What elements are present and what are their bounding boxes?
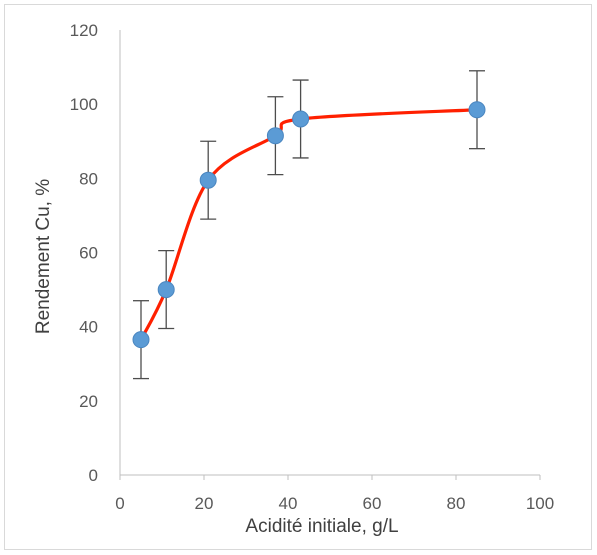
y-axis-title: Rendement Cu, % [33,179,54,334]
data-point [157,281,175,299]
data-points-layer [132,101,486,349]
y-tick-label: 20 [79,392,98,411]
chart-area [4,4,592,550]
fit-curve-layer [139,108,479,342]
y-tick-label: 100 [70,95,98,114]
y-tick-label: 0 [89,466,98,485]
y-axis: 0 20 40 60 80 100 120 [70,21,121,485]
x-tick-label: 100 [526,494,554,513]
x-tick-label: 20 [195,494,214,513]
data-point [199,171,217,189]
data-point [292,110,310,128]
y-tick-label: 80 [79,169,98,188]
x-tick-label: 80 [447,494,466,513]
x-tick-label: 0 [115,494,124,513]
data-point [132,331,150,349]
y-tick-label: 120 [70,21,98,40]
data-point [266,127,284,145]
y-tick-label: 60 [79,244,98,263]
fit-curve [139,108,479,342]
x-axis: 0 20 40 60 80 100 [115,474,554,513]
x-tick-label: 40 [279,494,298,513]
data-point [468,101,486,119]
y-tick-label: 40 [79,318,98,337]
x-axis-title: Acidité initiale, g/L [245,516,398,537]
x-tick-label: 60 [363,494,382,513]
